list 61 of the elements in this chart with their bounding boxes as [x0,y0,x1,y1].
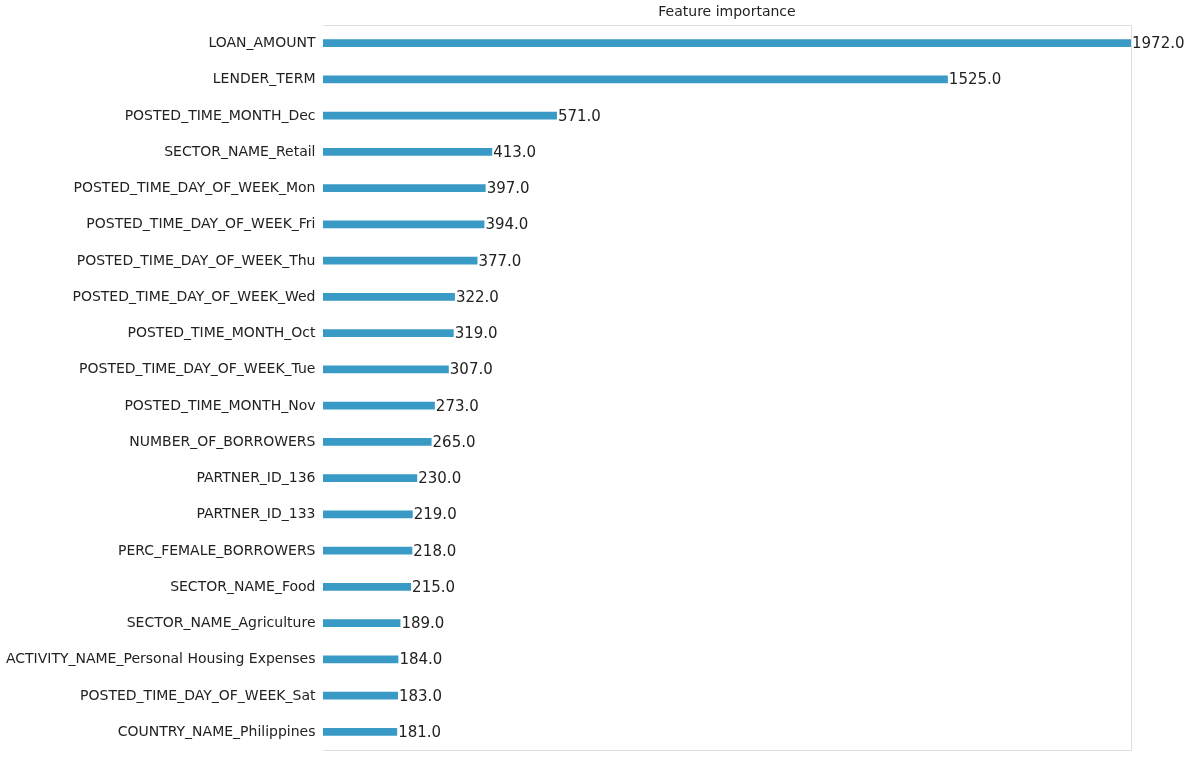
y-tick-label: SECTOR_NAME_Retail [164,142,316,159]
data-label: 322.0 [455,287,499,306]
bar [323,727,398,736]
data-label: 319.0 [454,324,498,343]
data-label: 307.0 [449,360,493,379]
bar [323,365,449,374]
y-tick-label: LOAN_AMOUNT [208,34,316,51]
bar [323,655,399,664]
y-tick-label: SECTOR_NAME_Food [170,577,316,594]
bar [323,691,398,700]
data-label: 215.0 [412,577,456,596]
y-tick-label: LENDER_TERM [212,70,316,87]
data-label: 219.0 [413,505,457,524]
y-tick-label: PARTNER_ID_136 [196,469,316,486]
bar [323,256,478,265]
y-tick-label: SECTOR_NAME_Agriculture [126,614,316,631]
y-tick-label: POSTED_TIME_DAY_OF_WEEK_Mon [73,179,316,196]
y-tick-label: COUNTRY_NAME_Philippines [117,722,316,739]
data-label: 377.0 [478,251,522,270]
y-tick-label: POSTED_TIME_DAY_OF_WEEK_Sat [80,686,317,703]
chart-title: Feature importance [658,3,796,19]
bar [323,220,485,229]
y-tick-label: POSTED_TIME_DAY_OF_WEEK_Wed [72,287,316,304]
data-label: 183.0 [398,686,442,705]
data-label: 1525.0 [948,70,1002,89]
bar [323,546,413,555]
y-tick-label: PARTNER_ID_133 [196,505,316,522]
data-label: 184.0 [399,650,443,669]
data-label: 230.0 [418,469,462,488]
data-label: 273.0 [435,396,479,415]
bar [323,510,413,519]
data-label: 571.0 [557,106,601,125]
y-tick-label: PERC_FEMALE_BORROWERS [118,541,316,558]
data-label: 265.0 [432,432,476,451]
bar [323,184,486,193]
data-label: 1972.0 [1132,34,1185,53]
data-label: 218.0 [413,541,457,560]
data-label: 413.0 [493,142,537,161]
bar [323,329,454,338]
y-tick-label: NUMBER_OF_BORROWERS [129,432,316,449]
y-tick-label: POSTED_TIME_DAY_OF_WEEK_Fri [86,215,316,232]
bar [323,75,948,84]
bar [323,474,418,483]
bar [323,582,412,591]
data-label: 189.0 [401,614,445,633]
y-tick-label: POSTED_TIME_MONTH_Nov [124,396,316,413]
y-tick-label: POSTED_TIME_DAY_OF_WEEK_Tue [79,360,316,377]
y-tick-label: POSTED_TIME_DAY_OF_WEEK_Thu [76,251,316,268]
data-label: 394.0 [485,215,529,234]
y-tick-label: ACTIVITY_NAME_Personal Housing Expenses [5,650,316,667]
bar [323,437,432,446]
y-tick-label: POSTED_TIME_MONTH_Oct [127,324,316,341]
data-label: 397.0 [486,179,530,198]
bar [323,147,493,156]
bar [323,39,1131,48]
bar [323,619,401,628]
bar [323,292,455,301]
bar [323,111,557,120]
bar [323,401,435,410]
y-tick-label: POSTED_TIME_MONTH_Dec [124,106,316,123]
data-label: 181.0 [398,722,442,741]
